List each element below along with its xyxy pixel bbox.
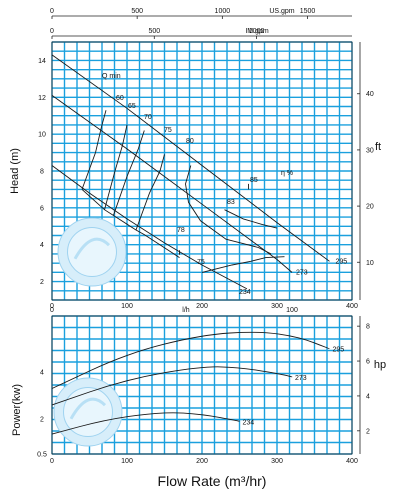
lh-unit-label: l/h — [182, 307, 190, 314]
imgpm-tick-label: 1000 — [249, 28, 265, 35]
head-curve-295 — [51, 54, 330, 262]
hp-tick-label: 2 — [366, 428, 370, 435]
usgpm-tick-label: 1500 — [300, 8, 316, 15]
ft-axis-title: ft — [375, 141, 381, 153]
usgpm-tick-label: 500 — [131, 8, 143, 15]
head-y-tick-label: 8 — [40, 169, 44, 176]
efficiency-curve-75-5 — [201, 256, 285, 273]
head-curve-234 — [51, 165, 248, 290]
head-y-axis-title: Head (m) — [9, 148, 21, 194]
water-logo-bottom — [53, 377, 123, 447]
head-curve-label-273: 273 — [296, 269, 308, 276]
ft-tick-label: 30 — [366, 147, 374, 154]
ft-tick-label: 10 — [366, 260, 374, 267]
efficiency-curve-60-0 — [81, 110, 107, 190]
efficiency-label-80-4: 80 — [186, 138, 194, 145]
power-curve-label-295: 295 — [333, 347, 345, 354]
power-y-tick-label: 2 — [40, 416, 44, 423]
head-curve-label-234: 234 — [239, 289, 251, 296]
efficiency-label-65-1: 65 — [128, 103, 136, 110]
head-x-tick-label: 0 — [50, 303, 54, 310]
power-curve-label-273: 273 — [295, 375, 307, 382]
hp-tick-label: 4 — [366, 393, 370, 400]
power-curve-295 — [51, 331, 330, 389]
efficiency-curve-80-4 — [185, 165, 272, 255]
ft-tick-label: 20 — [366, 204, 374, 211]
efficiency-label-83-6: 83 — [227, 199, 235, 206]
power-x-tick-label: 300 — [271, 458, 283, 465]
efficiency-label-70-2: 70 — [144, 114, 152, 121]
head-x-tick-label: 300 — [271, 303, 283, 310]
head-y-tick-label: 14 — [38, 58, 46, 65]
efficiency-label-75-8: 75 — [197, 259, 205, 266]
power-curve-label-234: 234 — [243, 419, 255, 426]
lh-tick-label: 0 — [50, 307, 54, 314]
usgpm-tick-label: 0 — [50, 8, 54, 15]
power-y-axis-title: Power(kw) — [11, 384, 23, 436]
power-y-tick-label: 0.5 — [37, 452, 47, 459]
efficiency-symbol: η % — [281, 170, 293, 177]
power-x-tick-label: 0 — [50, 458, 54, 465]
efficiency-curve-83-6 — [224, 209, 278, 229]
power-y-tick-label: 4 — [40, 370, 44, 377]
head-curve-label-295: 295 — [336, 258, 348, 265]
efficiency-curve-65-1 — [104, 124, 128, 210]
head-x-tick-label: 400 — [346, 303, 358, 310]
head-y-tick-label: 2 — [40, 279, 44, 286]
efficiency-curve-70-2 — [113, 130, 145, 216]
efficiency-label-85-5: 85 — [250, 177, 258, 184]
power-curve-273 — [51, 366, 293, 406]
power-x-tick-label: 100 — [121, 458, 133, 465]
head-x-tick-label: 200 — [196, 303, 208, 310]
flow-rate-axis-title: Flow Rate (m³/hr) — [158, 473, 267, 489]
usgpm-tick-label: 1000 — [215, 8, 231, 15]
imgpm-unit-label: IM.gpm — [245, 28, 269, 35]
usgpm-unit-label: US.gpm — [269, 8, 294, 15]
power-x-tick-label: 400 — [346, 458, 358, 465]
power-chart: l/h 0 100 0 100 200 300 400 Flow Rate (m³/hr) 0.5… — [11, 307, 386, 489]
head-curve-273 — [51, 95, 293, 273]
hp-tick-label: 8 — [366, 324, 370, 331]
efficiency-curve-75-3 — [135, 154, 165, 231]
water-logo-top-inner — [67, 227, 117, 277]
efficiency-label-60-0: 60 — [116, 95, 124, 102]
water-logo-bottom-swirl — [69, 397, 107, 420]
head-y-tick-label: 6 — [40, 205, 44, 212]
head-y-tick-label: 10 — [38, 132, 46, 139]
lh-tick-label: 100 — [286, 307, 298, 314]
imgpm-tick-label: 0 — [50, 28, 54, 35]
head-x-tick-label: 100 — [121, 303, 133, 310]
hp-tick-label: 6 — [366, 359, 370, 366]
hp-axis-title: hp — [374, 359, 386, 371]
power-frame — [51, 315, 353, 455]
power-curve-234 — [51, 412, 240, 435]
power-x-tick-label: 200 — [196, 458, 208, 465]
min-flow-label: Q min — [102, 73, 121, 80]
min-flow-curve — [81, 189, 180, 258]
head-y-tick-label: 4 — [40, 242, 44, 249]
head-y-tick-label: 12 — [38, 95, 46, 102]
efficiency-label-75-3: 75 — [164, 127, 172, 134]
water-logo-top-swirl — [73, 237, 111, 260]
imgpm-tick-label: 500 — [148, 28, 160, 35]
ft-tick-label: 40 — [366, 91, 374, 98]
head-frame — [51, 41, 353, 301]
water-logo-top — [57, 217, 127, 287]
efficiency-label-78-7: 78 — [177, 227, 185, 234]
